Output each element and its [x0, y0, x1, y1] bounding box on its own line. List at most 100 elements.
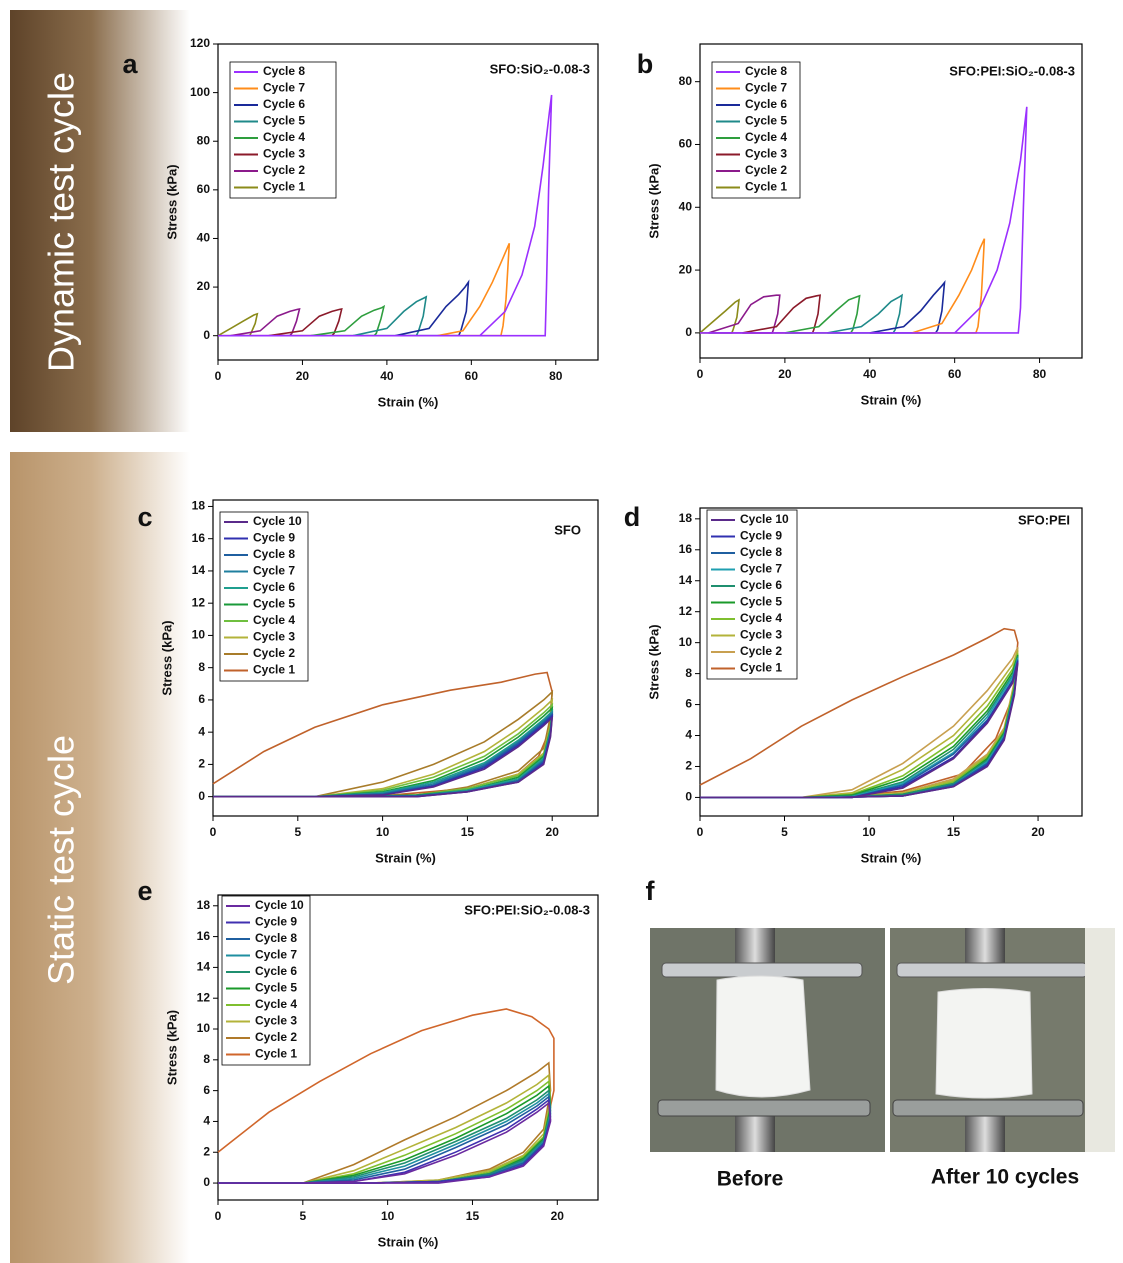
panel-letter: c — [137, 502, 152, 532]
legend-label: Cycle 1 — [263, 180, 305, 194]
y-tick-label: 12 — [192, 595, 206, 609]
data-line — [699, 298, 740, 334]
annotation: SFO:PEI:SiO₂-0.08-3 — [949, 63, 1075, 78]
x-tick-label: 20 — [296, 369, 310, 383]
x-tick-label: 20 — [551, 1209, 565, 1223]
legend-label: Cycle 10 — [740, 512, 789, 526]
y-tick-label: 10 — [197, 1021, 211, 1035]
legend-label: Cycle 3 — [263, 147, 305, 161]
x-axis-label: Strain (%) — [378, 1234, 439, 1249]
legend-label: Cycle 4 — [740, 611, 782, 625]
x-tick-label: 10 — [862, 825, 876, 839]
legend-label: Cycle 1 — [255, 1047, 297, 1061]
y-tick-label: 18 — [197, 898, 211, 912]
legend-label: Cycle 3 — [253, 630, 295, 644]
x-axis-label: Strain (%) — [378, 394, 439, 409]
annotation: SFO:SiO₂-0.08-3 — [490, 61, 590, 76]
legend-label: Cycle 6 — [253, 580, 295, 594]
x-tick-label: 5 — [781, 825, 788, 839]
panel-letter: b — [637, 49, 654, 79]
legend-label: Cycle 5 — [740, 595, 782, 609]
x-tick-label: 0 — [215, 1209, 222, 1223]
data-line — [700, 656, 1019, 799]
legend-label: Cycle 3 — [740, 628, 782, 642]
x-tick-label: 0 — [697, 367, 704, 381]
y-tick-label: 18 — [679, 511, 693, 525]
legend-label: Cycle 2 — [740, 644, 782, 658]
legend-label: Cycle 4 — [263, 130, 305, 144]
y-tick-label: 8 — [685, 666, 692, 680]
y-tick-label: 6 — [198, 692, 205, 706]
data-line — [268, 307, 343, 337]
y-tick-label: 12 — [197, 990, 211, 1004]
legend-label: Cycle 2 — [253, 646, 295, 660]
y-tick-label: 6 — [203, 1083, 210, 1097]
panel-letter: f — [646, 876, 656, 906]
legend-label: Cycle 1 — [253, 663, 295, 677]
x-tick-label: 5 — [294, 825, 301, 839]
data-line — [217, 312, 259, 337]
y-tick-label: 60 — [197, 182, 211, 196]
legend-label: Cycle 7 — [740, 562, 782, 576]
x-tick-label: 20 — [546, 825, 560, 839]
y-tick-label: 8 — [203, 1052, 210, 1066]
data-line — [699, 627, 1019, 799]
y-tick-label: 14 — [192, 563, 206, 577]
y-tick-label: 0 — [203, 328, 210, 342]
x-tick-label: 80 — [549, 369, 563, 383]
annotation: SFO:PEI — [1018, 512, 1070, 527]
data-line — [827, 293, 904, 334]
legend-label: Cycle 2 — [255, 1030, 297, 1044]
x-tick-label: 20 — [1031, 825, 1045, 839]
legend-label: Cycle 9 — [253, 531, 295, 545]
x-tick-label: 15 — [947, 825, 961, 839]
legend-label: Cycle 9 — [740, 529, 782, 543]
y-tick-label: 4 — [198, 724, 205, 738]
photo-after — [890, 928, 1115, 1152]
data-line — [708, 294, 781, 334]
x-tick-label: 10 — [376, 825, 390, 839]
y-tick-label: 8 — [198, 660, 205, 674]
y-tick-label: 0 — [203, 1175, 210, 1189]
y-tick-label: 60 — [679, 137, 693, 151]
plot-frame — [699, 43, 1083, 359]
x-tick-label: 60 — [465, 369, 479, 383]
y-axis-label: Stress (kPa) — [164, 164, 179, 239]
y-tick-label: 0 — [685, 790, 692, 804]
legend-label: Cycle 8 — [263, 64, 305, 78]
data-line — [700, 650, 1019, 799]
x-tick-label: 0 — [210, 825, 217, 839]
y-tick-label: 16 — [679, 542, 693, 556]
plot-frame — [699, 507, 1083, 817]
y-tick-label: 100 — [190, 85, 210, 99]
panel-letter: d — [624, 502, 641, 532]
legend-label: Cycle 9 — [255, 915, 297, 929]
data-line — [784, 294, 861, 334]
legend-label: Cycle 6 — [740, 578, 782, 592]
data-line — [742, 294, 822, 334]
data-line — [700, 662, 1019, 799]
legend-label: Cycle 6 — [263, 97, 305, 111]
y-tick-label: 40 — [679, 199, 693, 213]
data-line — [218, 1073, 552, 1184]
legend-label: Cycle 6 — [255, 964, 297, 978]
legend-label: Cycle 4 — [253, 613, 295, 627]
legend-label: Cycle 10 — [253, 514, 302, 528]
y-tick-label: 120 — [190, 36, 210, 50]
x-tick-label: 40 — [863, 367, 877, 381]
plot-frame — [217, 894, 599, 1201]
x-tick-label: 15 — [466, 1209, 480, 1223]
y-tick-label: 14 — [679, 573, 693, 587]
x-tick-label: 10 — [381, 1209, 395, 1223]
legend-label: Cycle 2 — [263, 163, 305, 177]
x-tick-label: 0 — [215, 369, 222, 383]
data-line — [212, 671, 554, 798]
legend-label: Cycle 4 — [255, 997, 297, 1011]
x-tick-label: 0 — [697, 825, 704, 839]
y-tick-label: 6 — [685, 697, 692, 711]
section-label: Static test cycle — [41, 735, 82, 985]
y-tick-label: 0 — [198, 789, 205, 803]
legend-label: Cycle 7 — [253, 564, 295, 578]
x-axis-label: Strain (%) — [861, 850, 922, 865]
y-tick-label: 10 — [192, 628, 206, 642]
